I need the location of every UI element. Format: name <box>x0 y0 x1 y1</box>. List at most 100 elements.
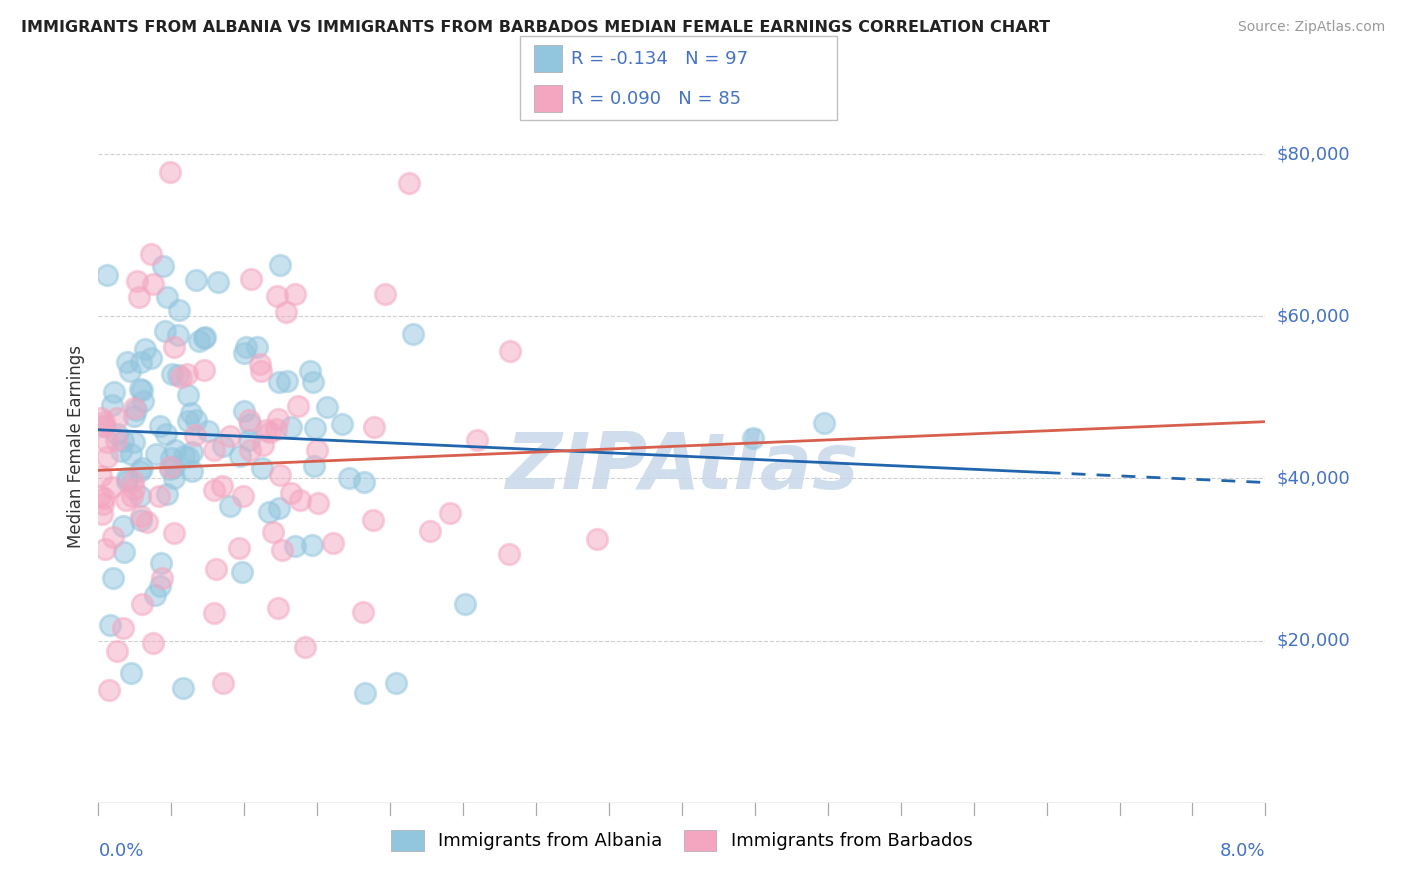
Point <box>105 434 128 448</box>
Point <box>121 489 143 503</box>
Point <box>202 606 225 620</box>
Text: 0.0%: 0.0% <box>98 842 143 860</box>
Point <box>160 368 183 382</box>
Point <box>301 375 323 389</box>
Point <box>176 367 198 381</box>
Point <box>239 443 262 458</box>
Point <box>249 364 271 378</box>
Point <box>353 686 375 700</box>
Point <box>202 443 225 458</box>
Point <box>153 325 176 339</box>
Point <box>252 438 274 452</box>
Point <box>159 462 181 476</box>
Text: 8.0%: 8.0% <box>1220 842 1265 860</box>
Point <box>193 331 215 345</box>
Point <box>100 618 122 632</box>
Point <box>122 435 145 450</box>
Point <box>129 508 152 523</box>
Point <box>93 491 115 505</box>
Point <box>131 461 153 475</box>
Text: Source: ZipAtlas.com: Source: ZipAtlas.com <box>1237 20 1385 34</box>
Point <box>122 483 145 497</box>
Point <box>254 423 277 437</box>
Point <box>89 489 111 503</box>
Point <box>250 461 273 475</box>
Point <box>330 417 353 431</box>
Point <box>163 459 186 474</box>
Point <box>202 483 225 497</box>
Point <box>139 246 162 260</box>
Point <box>266 412 288 426</box>
Point <box>218 429 240 443</box>
Point <box>304 421 326 435</box>
Point <box>93 418 115 433</box>
Point <box>139 351 162 366</box>
Point <box>120 666 142 681</box>
Point <box>103 571 125 585</box>
Point <box>163 470 186 484</box>
Legend: Immigrants from Albania, Immigrants from Barbados: Immigrants from Albania, Immigrants from… <box>384 822 980 858</box>
Text: R = -0.134   N = 97: R = -0.134 N = 97 <box>571 50 748 68</box>
Point <box>232 490 254 504</box>
Point <box>150 571 173 585</box>
Text: IMMIGRANTS FROM ALBANIA VS IMMIGRANTS FROM BARBADOS MEDIAN FEMALE EARNINGS CORRE: IMMIGRANTS FROM ALBANIA VS IMMIGRANTS FR… <box>21 20 1050 35</box>
Point <box>498 547 520 561</box>
Point <box>211 439 233 453</box>
Point <box>184 428 207 442</box>
Point <box>159 460 181 475</box>
Point <box>238 433 260 447</box>
Point <box>129 489 152 503</box>
Point <box>115 355 138 369</box>
Point <box>586 533 609 547</box>
Point <box>142 636 165 650</box>
Point <box>284 286 307 301</box>
Point <box>271 542 294 557</box>
Point <box>156 289 179 303</box>
Point <box>159 165 181 179</box>
Point <box>264 422 287 436</box>
Point <box>813 416 835 430</box>
Point <box>131 383 153 397</box>
Point <box>235 340 257 354</box>
Point <box>172 681 194 696</box>
Point <box>163 442 186 457</box>
Point <box>155 426 177 441</box>
Point <box>274 304 297 318</box>
Point <box>246 340 269 354</box>
Point <box>131 597 153 611</box>
Point <box>145 447 167 461</box>
Point <box>115 493 138 508</box>
Point <box>177 450 200 464</box>
Point <box>93 418 115 433</box>
Point <box>112 434 135 448</box>
Point <box>90 469 112 483</box>
Point <box>128 382 150 396</box>
Point <box>439 506 461 520</box>
Point <box>304 458 326 473</box>
Point <box>176 388 198 402</box>
Point <box>239 417 262 432</box>
Point <box>180 445 202 459</box>
Point <box>207 275 229 289</box>
Point <box>125 274 148 288</box>
Point <box>204 562 226 576</box>
Point <box>193 362 215 376</box>
Point <box>96 268 118 282</box>
Text: $20,000: $20,000 <box>1277 632 1350 649</box>
Point <box>373 287 395 301</box>
Point <box>117 474 139 488</box>
Point <box>280 420 302 434</box>
Point <box>259 425 281 439</box>
Point <box>315 400 337 414</box>
Point <box>238 413 260 427</box>
Point <box>269 467 291 482</box>
Text: R = 0.090   N = 85: R = 0.090 N = 85 <box>571 89 741 108</box>
Point <box>167 328 190 343</box>
Point <box>180 464 202 478</box>
Point <box>211 478 233 492</box>
Point <box>352 605 374 619</box>
Point <box>188 334 211 348</box>
Point <box>136 515 159 529</box>
Point <box>184 412 207 426</box>
Point <box>284 539 307 553</box>
